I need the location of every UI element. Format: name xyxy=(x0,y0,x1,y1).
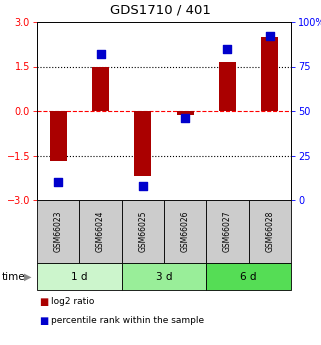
Text: ▶: ▶ xyxy=(24,272,31,282)
Text: log2 ratio: log2 ratio xyxy=(51,297,94,306)
Bar xyxy=(50,111,67,161)
Text: time: time xyxy=(2,272,25,282)
Text: GSM66027: GSM66027 xyxy=(223,211,232,252)
Point xyxy=(183,115,188,121)
Point xyxy=(56,179,61,185)
Text: percentile rank within the sample: percentile rank within the sample xyxy=(51,316,204,325)
Point xyxy=(225,46,230,51)
Point xyxy=(267,33,273,39)
Point xyxy=(98,51,103,57)
Bar xyxy=(134,111,151,176)
Text: 1 d: 1 d xyxy=(71,272,88,282)
Text: 6 d: 6 d xyxy=(240,272,257,282)
Text: GSM66025: GSM66025 xyxy=(138,211,147,252)
Bar xyxy=(219,62,236,111)
Text: 3 d: 3 d xyxy=(156,272,172,282)
Bar xyxy=(92,67,109,111)
Bar xyxy=(261,37,278,111)
Point xyxy=(140,183,145,188)
Text: GSM66026: GSM66026 xyxy=(181,211,190,252)
Text: GSM66028: GSM66028 xyxy=(265,211,274,252)
Text: GSM66023: GSM66023 xyxy=(54,211,63,252)
Text: GSM66024: GSM66024 xyxy=(96,211,105,252)
Text: ■: ■ xyxy=(39,297,48,307)
Bar xyxy=(177,111,194,116)
Text: ■: ■ xyxy=(39,316,48,326)
Text: GDS1710 / 401: GDS1710 / 401 xyxy=(110,3,211,17)
